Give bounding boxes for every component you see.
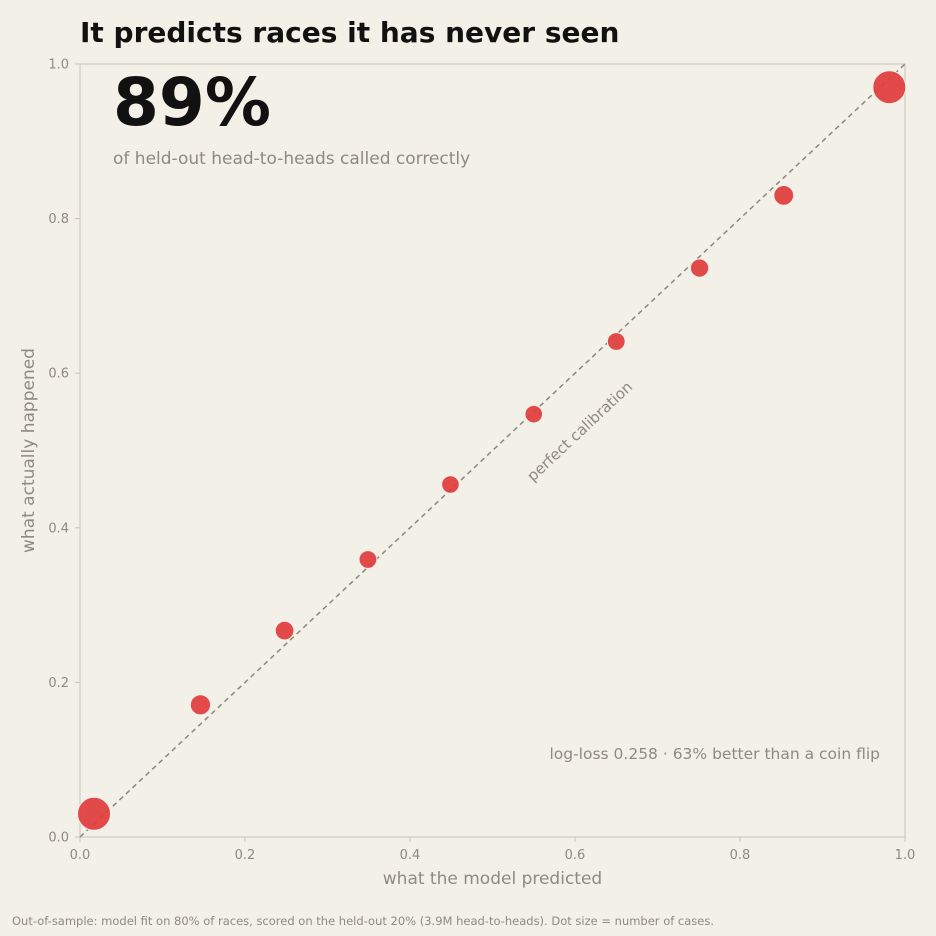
x-tick-label: 0.0 [70, 848, 91, 863]
data-point [274, 620, 295, 641]
plot-frame [79, 63, 906, 838]
y-tick-label: 0.6 [48, 367, 69, 382]
logloss-annotation: log-loss 0.258 · 63% better than a coin … [549, 745, 880, 763]
data-point [606, 332, 626, 351]
data-point [689, 258, 710, 278]
points-group [77, 70, 907, 831]
data-point [872, 70, 907, 105]
data-point [189, 694, 212, 716]
labels-group: 89% of held-out head-to-heads called corr… [113, 64, 880, 763]
axes: 0.0 0.2 0.4 0.6 0.8 1.0 0.0 0.2 0.4 0.6 0.8 1.0 what… [19, 58, 915, 890]
y-tick-label: 0.8 [48, 212, 69, 227]
data-point [358, 550, 378, 569]
y-tick-label: 1.0 [48, 58, 69, 73]
headline-caption: of held-out head-to-heads called correct… [113, 149, 470, 169]
x-tick-label: 0.2 [235, 848, 256, 863]
footnote: Out-of-sample: model fit on 80% of races… [12, 914, 715, 928]
data-point [77, 796, 112, 831]
y-tick-label: 0.0 [48, 831, 69, 846]
x-tick-label: 0.6 [565, 848, 586, 863]
reference-line-group: perfect calibration [79, 63, 906, 838]
data-point [441, 475, 460, 494]
data-point [524, 404, 544, 424]
data-point [773, 185, 795, 206]
x-tick-label: 0.4 [400, 848, 421, 863]
y-tick-label: 0.2 [48, 676, 69, 691]
x-tick-label: 0.8 [730, 848, 751, 863]
headline-value: 89% [113, 64, 271, 141]
x-tick-label: 1.0 [895, 848, 916, 863]
x-axis-label: what the model predicted [383, 869, 602, 889]
page-title: It predicts races it has never seen [80, 16, 620, 49]
perfect-calibration-line [79, 63, 906, 838]
y-axis-label: what actually happened [19, 348, 39, 553]
y-tick-label: 0.4 [48, 521, 69, 536]
perfect-calibration-label: perfect calibration [523, 378, 636, 485]
